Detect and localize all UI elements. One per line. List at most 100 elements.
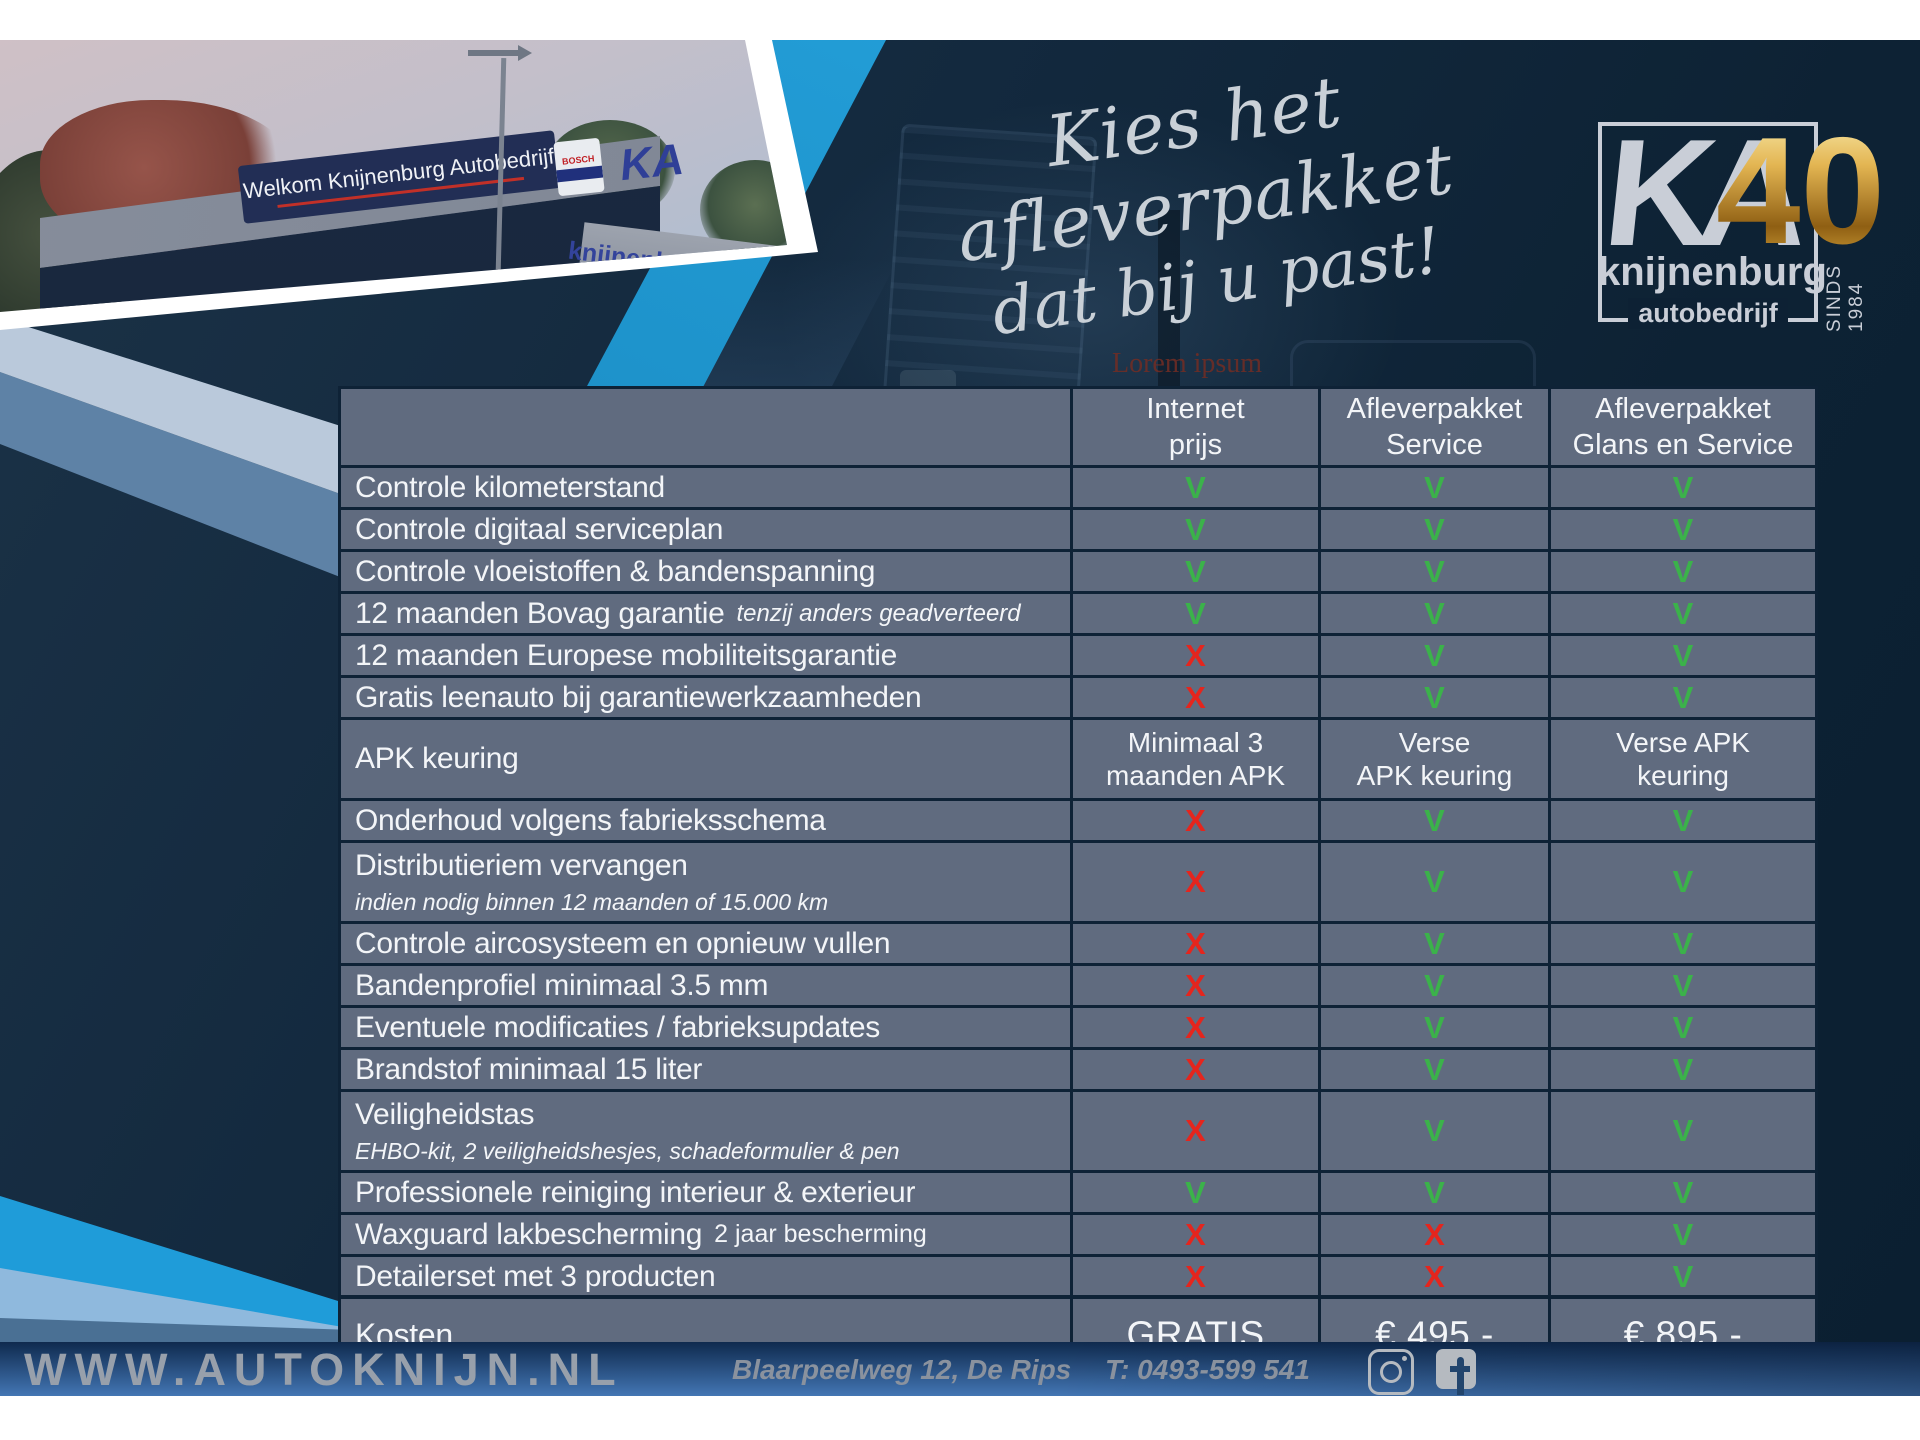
website-link[interactable]: WWW.AUTOKNIJN.NL [24, 1344, 624, 1395]
table-cell-r15-c1: X [1321, 1215, 1548, 1254]
check-mark: V [1672, 1051, 1694, 1087]
table-cell-r0-c0: V [1073, 468, 1318, 507]
table-cell-r1-c1: V [1321, 510, 1548, 549]
row-label-text: 12 maanden Europese mobiliteitsgarantie [355, 638, 897, 672]
cross-mark: X [1185, 1113, 1206, 1148]
table-cell-r4-c0: X [1073, 636, 1318, 675]
table-cell-r2-c0: V [1073, 552, 1318, 591]
row-label-text: Controle kilometerstand [355, 470, 665, 504]
check-mark: V [1424, 864, 1445, 899]
cross-mark: X [1185, 679, 1206, 715]
check-mark: V [1185, 1174, 1206, 1210]
check-mark: V [1672, 511, 1694, 547]
check-mark: V [1424, 469, 1445, 505]
cross-mark: X [1185, 864, 1206, 899]
table-cell-r2-c2: V [1551, 552, 1815, 591]
facebook-f-arm [1450, 1366, 1470, 1372]
logo-since-text: SINDS 1984 [1824, 263, 1867, 332]
cross-mark: X [1185, 1216, 1206, 1252]
check-mark: V [1424, 1174, 1445, 1210]
table-cell-r11-c0: X [1073, 1008, 1318, 1047]
table-cell-r10-c1: V [1321, 966, 1548, 1005]
table-row-label: APK keuring [341, 720, 1070, 798]
table-row-label: Detailerset met 3 producten [341, 1257, 1070, 1296]
check-mark: V [1424, 595, 1445, 631]
check-mark: V [1424, 1009, 1445, 1045]
row-label-note: tenzij anders geadverteerd [736, 599, 1021, 627]
table-column-header-1: Afleverpakket Service [1321, 389, 1548, 465]
table-cell-r16-c0: X [1073, 1257, 1318, 1296]
check-mark: V [1672, 679, 1694, 715]
table-cell-r0-c1: V [1321, 468, 1548, 507]
table-cell-r12-c1: V [1321, 1050, 1548, 1089]
instagram-icon[interactable] [1368, 1349, 1414, 1395]
table-column-header-2: Afleverpakket Glans en Service [1551, 389, 1815, 465]
row-label-note: indien nodig binnen 12 maanden of 15.000… [355, 888, 829, 915]
table-row-label: Waxguard lakbescherming 2 jaar beschermin… [341, 1215, 1070, 1254]
check-mark: V [1424, 679, 1445, 715]
cross-mark: X [1185, 967, 1206, 1003]
row-label-text: Controle aircosysteem en opnieuw vullen [355, 926, 891, 960]
table-row-label: Eventuele modificaties / fabrieksupdates [341, 1008, 1070, 1047]
cross-mark: X [1185, 1051, 1206, 1087]
row-label-note: 2 jaar bescherming [714, 1220, 927, 1248]
cell-text: Verse APK keuring [1356, 727, 1513, 791]
check-mark: V [1424, 553, 1445, 589]
table-header-blank [341, 389, 1070, 465]
table-row-label: 12 maanden Europese mobiliteitsgarantie [341, 636, 1070, 675]
table-cell-r4-c2: V [1551, 636, 1815, 675]
table-cell-r7-c0: X [1073, 801, 1318, 840]
pricing-table: Internet prijs Afleverpakket Service Aflev… [338, 386, 1818, 1374]
table-cell-r8-c2: V [1551, 843, 1815, 921]
check-mark: V [1672, 925, 1694, 961]
table-cell-r9-c0: X [1073, 924, 1318, 963]
check-mark: V [1672, 864, 1694, 899]
row-label-note: EHBO-kit, 2 veiligheidshesjes, schadefor… [355, 1137, 900, 1164]
table-row-label: Bandenprofiel minimaal 3.5 mm [341, 966, 1070, 1005]
table-cell-r1-c2: V [1551, 510, 1815, 549]
check-mark: V [1672, 967, 1694, 1003]
row-label-text: APK keuring [355, 742, 519, 775]
check-mark: V [1672, 595, 1694, 631]
table-row-label: Distributieriem vervangen indien nodig bi… [341, 843, 1070, 921]
table-row-label: Controle digitaal serviceplan [341, 510, 1070, 549]
table-cell-r14-c0: V [1073, 1173, 1318, 1212]
table-cell-r14-c2: V [1551, 1173, 1815, 1212]
logo-brand-text: knijnenburg [1598, 250, 1827, 294]
table-row-label: Controle kilometerstand [341, 468, 1070, 507]
check-mark: V [1672, 1174, 1694, 1210]
table-cell-r12-c2: V [1551, 1050, 1815, 1089]
bosch-service-sign: BOSCH [553, 137, 605, 197]
row-label-text: Controle digitaal serviceplan [355, 512, 724, 546]
row-label-text: Detailerset met 3 producten [355, 1259, 716, 1293]
check-mark: V [1424, 637, 1445, 673]
check-mark: V [1424, 1113, 1445, 1148]
table-cell-r13-c1: V [1321, 1092, 1548, 1170]
table-row-label: Brandstof minimaal 15 liter [341, 1050, 1070, 1089]
cross-mark: X [1185, 1009, 1206, 1045]
cross-mark: X [1185, 637, 1206, 673]
check-mark: V [1424, 802, 1445, 838]
cell-text: Minimaal 3 maanden APK [1105, 727, 1286, 791]
check-mark: V [1424, 967, 1445, 1003]
table-row-label: Controle vloeistoffen & bandenspanning [341, 552, 1070, 591]
check-mark: V [1672, 1258, 1694, 1294]
table-row-label: Controle aircosysteem en opnieuw vullen [341, 924, 1070, 963]
cross-mark: X [1185, 925, 1206, 961]
check-mark: V [1424, 1051, 1445, 1087]
facebook-icon[interactable] [1436, 1349, 1476, 1395]
table-cell-r5-c2: V [1551, 678, 1815, 717]
table-cell-r16-c1: X [1321, 1257, 1548, 1296]
check-mark: V [1672, 553, 1694, 589]
cross-mark: X [1185, 1258, 1206, 1294]
table-cell-r3-c0: V [1073, 594, 1318, 633]
table-cell-r12-c0: X [1073, 1050, 1318, 1089]
table-cell-r5-c1: V [1321, 678, 1548, 717]
table-cell-r5-c0: X [1073, 678, 1318, 717]
table-cell-r7-c2: V [1551, 801, 1815, 840]
table-cell-r14-c1: V [1321, 1173, 1548, 1212]
table-cell-r0-c2: V [1551, 468, 1815, 507]
table-cell-r3-c2: V [1551, 594, 1815, 633]
table-cell-r11-c2: V [1551, 1008, 1815, 1047]
